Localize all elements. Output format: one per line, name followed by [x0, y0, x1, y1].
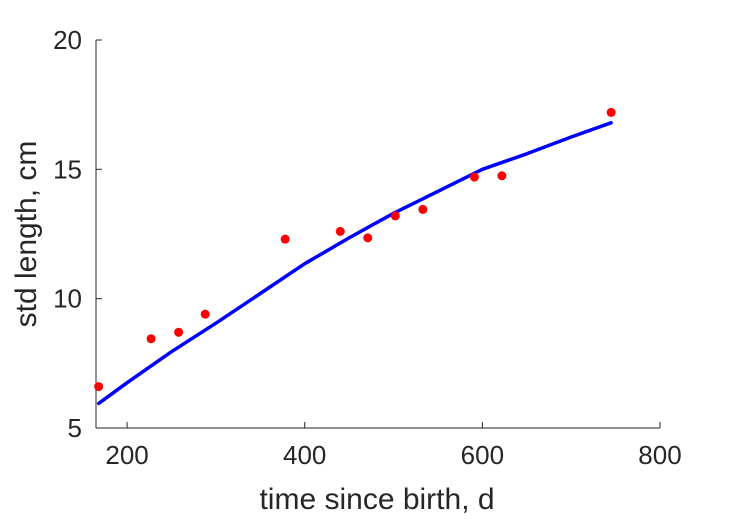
x-axis-label: time since birth, d	[259, 483, 494, 516]
data-point	[363, 233, 373, 243]
data-point	[280, 234, 290, 244]
y-tick-label: 5	[68, 413, 82, 443]
data-point	[335, 226, 345, 236]
data-point	[174, 327, 184, 337]
data-point	[418, 204, 428, 214]
data-point	[390, 211, 400, 221]
data-point	[469, 172, 479, 182]
y-ticks: 5 10 15 20	[53, 25, 102, 443]
x-tick-label: 600	[461, 440, 504, 470]
data-point	[94, 382, 104, 392]
series-layer	[94, 107, 616, 406]
axes	[95, 40, 660, 429]
data-point	[200, 309, 210, 319]
x-tick-label: 200	[105, 440, 148, 470]
x-tick-label: 400	[283, 440, 326, 470]
data-point	[606, 107, 616, 117]
data-point	[146, 334, 156, 344]
y-tick-label: 15	[53, 154, 82, 184]
y-axis-label: std length, cm	[10, 141, 43, 328]
y-tick-label: 20	[53, 25, 82, 55]
x-tick-label: 800	[638, 440, 681, 470]
data-point	[497, 171, 507, 181]
fit-curve-line	[96, 121, 613, 406]
x-ticks: 200 400 600 800	[105, 422, 682, 470]
y-tick-label: 10	[53, 284, 82, 314]
